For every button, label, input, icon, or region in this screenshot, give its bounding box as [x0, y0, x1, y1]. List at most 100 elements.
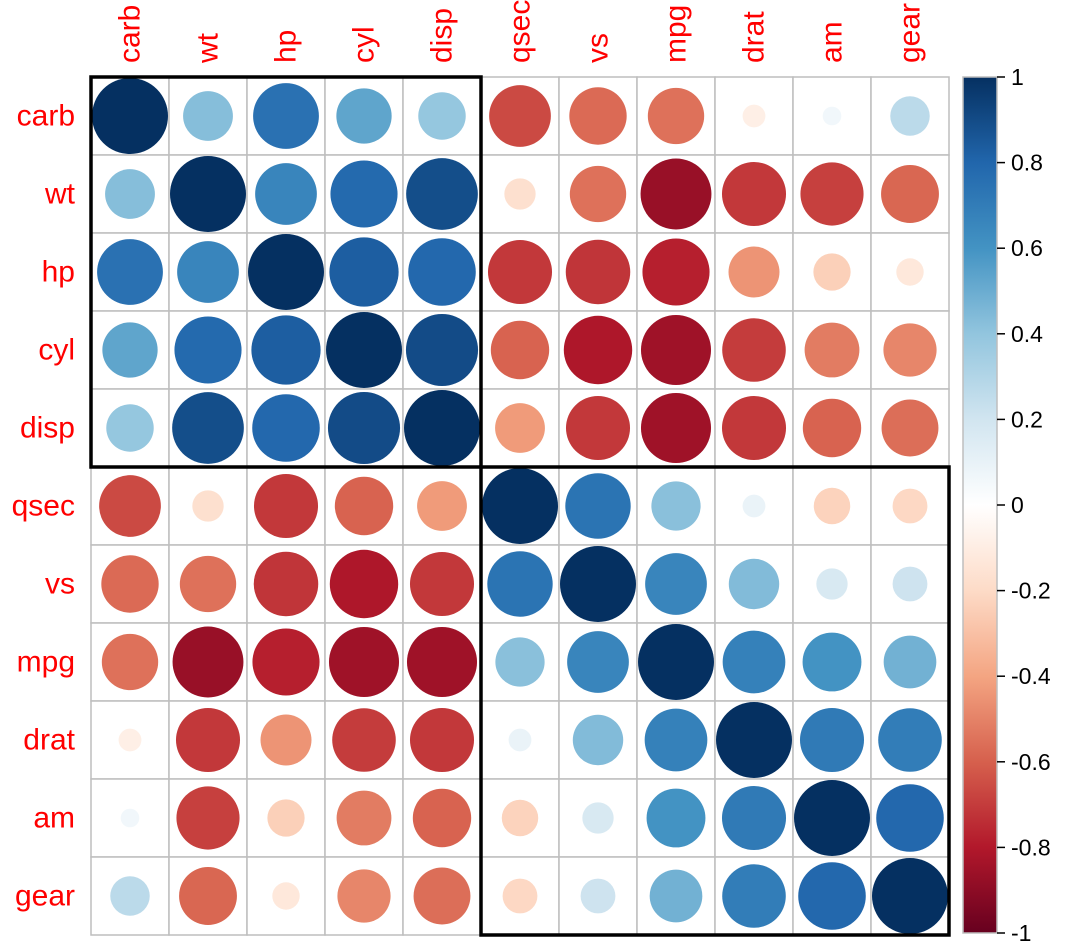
correlation-circle-cyl-hp [251, 315, 321, 385]
correlation-circle-vs-hp [253, 551, 319, 617]
correlation-circle-disp-gear [881, 399, 939, 457]
correlation-circle-mpg-drat [722, 630, 786, 694]
correlation-circle-mpg-vs [567, 631, 629, 693]
correlation-circle-cyl-cyl [326, 312, 402, 388]
correlation-circle-gear-mpg [649, 869, 703, 923]
correlation-circle-mpg-gear [883, 635, 937, 689]
correlation-circle-am-qsec [501, 799, 539, 837]
correlation-circle-vs-cyl [329, 549, 399, 619]
row-label-drat: drat [23, 724, 75, 757]
correlation-circle-hp-wt [177, 241, 239, 303]
correlation-circle-qsec-wt [192, 490, 224, 522]
correlation-circle-mpg-am [802, 632, 862, 692]
column-label-hp: hp [270, 30, 303, 63]
correlation-circle-wt-vs [569, 165, 627, 223]
correlation-circle-disp-vs [565, 395, 631, 461]
cluster-box-2 [479, 465, 951, 937]
column-label-cyl: cyl [348, 26, 381, 63]
correlation-circle-wt-drat [721, 161, 787, 227]
correlation-circle-vs-am [816, 568, 848, 600]
correlation-circle-wt-cyl [330, 160, 398, 228]
cluster-box-1 [89, 75, 483, 469]
correlation-circle-drat-hp [260, 714, 312, 766]
column-label-am: am [816, 21, 849, 63]
correlation-circle-qsec-qsec [482, 468, 558, 544]
column-label-wt: wt [192, 32, 225, 64]
correlation-circle-mpg-disp [406, 626, 478, 698]
column-label-qsec: qsec [504, 0, 537, 63]
correlation-circle-am-cyl [336, 790, 392, 846]
correlation-circle-carb-hp [253, 83, 319, 149]
correlation-circle-disp-carb [106, 404, 154, 452]
correlation-circle-qsec-hp [253, 473, 319, 539]
correlation-circle-disp-cyl [327, 391, 401, 465]
correlation-circle-hp-am [813, 253, 851, 291]
correlation-circle-wt-carb [105, 169, 155, 219]
correlation-circle-disp-wt [172, 392, 244, 464]
colorbar-tick-label: -0.6 [1011, 749, 1051, 775]
correlation-circle-wt-wt [170, 156, 246, 232]
correlation-circle-mpg-mpg [638, 624, 714, 700]
correlation-circle-vs-wt [179, 555, 237, 613]
correlation-circle-drat-wt [175, 707, 241, 773]
correlation-circle-disp-hp [252, 394, 320, 462]
colorbar-tick-label: 0.4 [1011, 321, 1043, 347]
correlation-circle-qsec-cyl [334, 476, 394, 536]
correlation-circle-gear-disp [413, 867, 471, 925]
correlation-circle-gear-wt [179, 867, 237, 925]
correlation-circle-gear-hp [272, 882, 300, 910]
correlation-circle-cyl-am [804, 322, 860, 378]
correlation-circle-gear-gear [872, 858, 948, 934]
row-label-vs: vs [45, 568, 75, 601]
correlation-circle-disp-mpg [640, 392, 712, 464]
correlation-circle-wt-hp [255, 163, 317, 225]
correlation-circle-hp-gear [896, 258, 924, 286]
correlation-circle-drat-cyl [332, 708, 396, 772]
correlation-circle-cyl-disp [405, 313, 479, 387]
correlation-circle-vs-qsec [487, 551, 553, 617]
correlation-circle-am-vs [582, 802, 614, 834]
correlation-circle-wt-qsec [504, 178, 536, 210]
correlation-circle-gear-drat [722, 864, 786, 928]
row-label-qsec: qsec [12, 490, 75, 523]
correlation-circle-gear-carb [110, 876, 150, 916]
colorbar-tick-label: 0.6 [1011, 235, 1043, 261]
correlation-circle-vs-disp [409, 551, 475, 617]
column-label-drat: drat [738, 11, 771, 63]
correlation-circle-am-am [794, 780, 870, 856]
correlation-circle-qsec-am [813, 487, 851, 525]
correlation-circle-carb-carb [92, 78, 168, 154]
correlation-circle-qsec-drat [742, 494, 766, 518]
correlation-circle-hp-mpg [642, 238, 710, 306]
correlation-circle-am-gear [876, 784, 944, 852]
correlation-circle-carb-qsec [489, 85, 551, 147]
correlation-circle-cyl-gear [883, 323, 937, 377]
column-label-disp: disp [426, 8, 459, 63]
row-label-cyl: cyl [38, 334, 75, 367]
correlation-circle-carb-wt [183, 91, 233, 141]
correlation-circle-am-disp [412, 788, 472, 848]
correlation-circle-cyl-mpg [640, 314, 712, 386]
correlation-circle-gear-qsec [502, 878, 538, 914]
correlation-circle-mpg-qsec [495, 637, 545, 687]
correlation-circle-hp-carb [97, 239, 163, 305]
correlation-circle-cyl-vs [563, 315, 633, 385]
correlation-circle-gear-am [798, 862, 866, 930]
correlation-circle-am-carb [120, 808, 140, 828]
colorbar-tick-label: -0.4 [1011, 663, 1051, 689]
correlation-circle-vs-vs [560, 546, 636, 622]
correlation-circle-vs-carb [101, 555, 159, 613]
correlation-circle-vs-mpg [645, 553, 707, 615]
correlation-circle-wt-am [800, 162, 864, 226]
correlation-circle-drat-disp [409, 707, 475, 773]
row-label-mpg: mpg [17, 646, 75, 679]
correlation-circle-qsec-mpg [651, 481, 701, 531]
correlation-circle-wt-disp [406, 158, 478, 230]
correlation-circle-wt-gear [881, 165, 939, 223]
colorbar-tick-label: 0.2 [1011, 406, 1043, 432]
correlation-circle-disp-disp [404, 390, 480, 466]
correlation-circle-disp-qsec [495, 403, 545, 453]
correlation-circle-drat-mpg [644, 708, 708, 772]
row-label-hp: hp [42, 256, 75, 289]
correlation-circle-gear-vs [580, 878, 616, 914]
